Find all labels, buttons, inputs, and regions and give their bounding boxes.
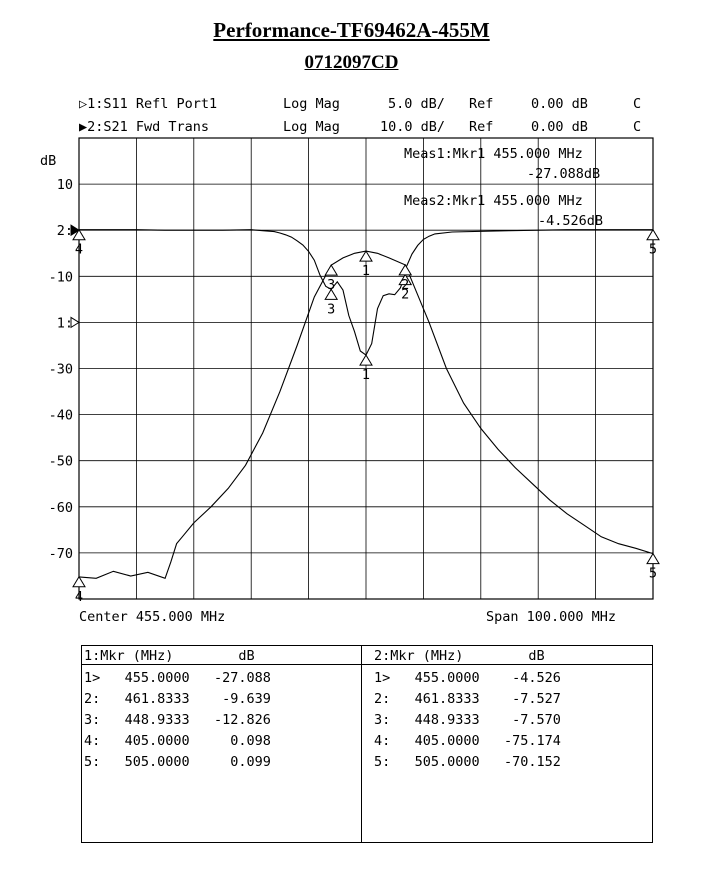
channel-2-line: ▶2:S21 Fwd Trans: [79, 119, 209, 135]
marker-triangle-icon: [398, 273, 413, 286]
table-divider: [82, 664, 652, 665]
marker-table-frame: 1:Mkr (MHz) dB 2:Mkr (MHz) dB 1> 455.000…: [81, 645, 653, 843]
marker-number-label: 1: [362, 367, 370, 383]
channel-1-scale: 5.0 dB/: [388, 96, 445, 112]
table1-row: 3: 448.9333 -12.826: [84, 712, 271, 728]
y-tick-label: -40: [49, 408, 73, 424]
marker-number-label: 3: [327, 301, 335, 317]
s21-trace: [78, 250, 654, 579]
table1-row: 1> 455.0000 -27.088: [84, 670, 271, 686]
marker-number-label: 5: [649, 242, 657, 258]
table2-row: 2: 461.8333 -7.527: [374, 691, 561, 707]
marker-number-label: 1: [362, 263, 370, 279]
y-tick-label: -70: [49, 546, 73, 562]
channel-1-flag: C: [633, 96, 642, 112]
meas2-line1: Meas2:Mkr1 455.000 MHz: [404, 193, 583, 209]
marker-triangle-icon: [324, 264, 339, 276]
channel-2-prefix: ▶2:: [79, 119, 104, 135]
channel-1-ref: 0.00 dB: [531, 96, 588, 112]
y-tick-label: -30: [49, 362, 73, 378]
table1-header: 1:Mkr (MHz) dB: [84, 648, 255, 664]
marker-number-label: 4: [75, 242, 83, 258]
channel-2-format: Log Mag: [283, 119, 340, 135]
s11-trace: [79, 229, 653, 356]
marker-number-label: 3: [327, 277, 335, 293]
trace-markers: 1 2 3 4 5 1 2 3 4 5: [72, 228, 660, 605]
marker-number-label: 2: [401, 277, 409, 293]
channel-1-ref-label: Ref: [469, 96, 494, 112]
table2-row: 5: 505.0000 -70.152: [374, 754, 561, 770]
marker-triangle-icon: [324, 288, 339, 300]
channel-1-format: Log Mag: [283, 96, 340, 112]
meas2-value: -4.526dB: [538, 213, 603, 229]
marker-triangle-icon: [359, 354, 373, 366]
table1-row: 2: 461.8333 -9.639: [84, 691, 271, 707]
channel-1-prefix: ▷1:: [79, 96, 104, 112]
channel-2-scale: 10.0 dB/: [380, 119, 446, 135]
channel-2-ref: 0.00 dB: [531, 119, 588, 135]
y-tick-label: 2:: [57, 223, 73, 239]
y-tick-label: -10: [49, 269, 73, 285]
marker-triangle-icon: [72, 575, 86, 588]
y-tick-label: -60: [49, 500, 73, 516]
y-tick-label: 10: [57, 177, 73, 193]
y-tick-label: -50: [49, 454, 73, 470]
marker-number-label: 5: [649, 566, 657, 582]
table1-row: 5: 505.0000 0.099: [84, 754, 271, 770]
marker-triangle-icon: [646, 228, 660, 241]
table1-row: 4: 405.0000 0.098: [84, 733, 271, 749]
y-tick-label: 1:: [57, 315, 73, 331]
marker-triangle-icon: [646, 552, 660, 565]
marker-number-label: 2: [401, 287, 409, 303]
reference-arrow-icon: [70, 316, 80, 329]
page-title: Performance-TF69462A-455M: [213, 18, 490, 42]
channel-2-ref-label: Ref: [469, 119, 494, 135]
meas1-line1: Meas1:Mkr1 455.000 MHz: [404, 146, 583, 162]
meas1-value: -27.088dB: [527, 166, 600, 182]
table2-row: 4: 405.0000 -75.174: [374, 733, 561, 749]
table2-row: 3: 448.9333 -7.570: [374, 712, 561, 728]
plot-frame: [78, 137, 654, 600]
reference-arrow-icon: [70, 224, 80, 237]
center-frequency-label: Center 455.000 MHz: [79, 609, 225, 625]
channel-2-flag: C: [633, 119, 642, 135]
marker-triangle-icon: [359, 250, 373, 262]
channel-1-param: S11 Refl Port1: [103, 96, 218, 112]
marker-number-label: 4: [75, 589, 83, 605]
page-subtitle: 0712097CD: [304, 52, 399, 73]
table2-header: 2:Mkr (MHz) dB: [374, 648, 545, 664]
y-axis-label: dB: [40, 153, 56, 169]
table2-row: 1> 455.0000 -4.526: [374, 670, 561, 686]
channel-1-line: ▷1:S11 Refl Port1: [79, 96, 217, 112]
y-tick-labels: 10 2: -10 1: -30 -40 -50 -60 -70: [49, 177, 80, 562]
traces: [78, 229, 654, 579]
table-column-divider: [361, 646, 362, 842]
span-label: Span 100.000 MHz: [486, 609, 616, 625]
marker-triangle-icon: [72, 228, 86, 241]
channel-2-param: S21 Fwd Trans: [103, 119, 210, 135]
marker-triangle-icon: [398, 263, 413, 276]
